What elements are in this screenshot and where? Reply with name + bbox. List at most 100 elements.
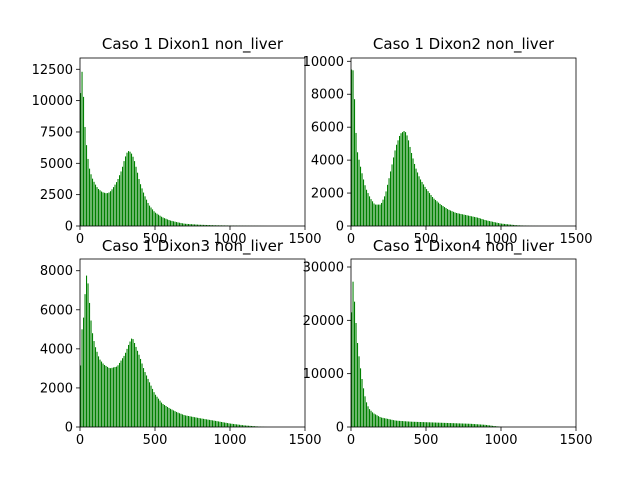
histogram-bar [393, 420, 395, 427]
histogram-bar [418, 176, 420, 226]
histogram-bar [102, 192, 104, 226]
histogram-bar [469, 423, 471, 427]
histogram-bar [459, 213, 461, 226]
histogram-bar [252, 426, 254, 427]
subplot-dixon2: Caso 1 Dixon2 non_liver 0 500 1000 1500 0 20… [303, 35, 593, 247]
histogram-bar [113, 187, 115, 226]
histogram-bar [153, 211, 155, 226]
histogram-bar [490, 221, 492, 226]
histogram-bar [364, 185, 366, 226]
histogram-bar [465, 214, 467, 226]
histogram-bar [93, 341, 95, 427]
histogram-bar [403, 131, 405, 226]
x-axis-ticks: 0 500 1000 1500 [76, 427, 322, 448]
histogram-bar [429, 193, 431, 226]
subplot-title: Caso 1 Dixon1 non_liver [102, 35, 284, 54]
histogram-bar [459, 423, 461, 427]
histogram-bar [474, 424, 476, 427]
histogram-bar [185, 223, 187, 226]
histogram-bar [406, 421, 408, 427]
histogram-bar [423, 184, 425, 226]
histogram-bar [95, 184, 97, 226]
histogram-bar [182, 414, 184, 427]
histogram-bar [180, 222, 182, 226]
histogram-bar [354, 99, 356, 226]
histogram-bar [206, 224, 208, 226]
histogram-bar [104, 192, 106, 226]
histogram-bar [399, 135, 401, 226]
x-tick-label: 1500 [559, 433, 592, 448]
histogram-bar [508, 224, 510, 226]
histogram-bar [129, 341, 131, 427]
histogram-bar [170, 408, 172, 427]
histogram-bar [427, 191, 429, 226]
histogram-bar [191, 416, 193, 427]
histogram-bar [116, 182, 118, 226]
histogram-bar [126, 348, 128, 427]
histogram-bar [147, 203, 149, 226]
y-axis-ticks: 0 2500 5000 7500 10000 12500 [32, 63, 80, 235]
histogram-bar [394, 420, 396, 427]
histogram-bar [366, 402, 368, 427]
histogram-bar [146, 199, 148, 226]
histogram-bar [209, 225, 211, 226]
histogram-bar [215, 420, 217, 427]
histogram-bar [478, 218, 480, 226]
histogram-bar [463, 214, 465, 226]
histogram-bar [164, 405, 166, 427]
x-tick-label: 0 [347, 232, 355, 247]
histogram-bar [114, 184, 116, 226]
histogram-bar [357, 152, 359, 226]
histogram-bar [418, 421, 420, 427]
histogram-bar [234, 424, 236, 427]
histogram-bar [111, 367, 113, 427]
histogram-bar [421, 422, 423, 427]
histogram-bar [135, 166, 137, 226]
histogram-bar [192, 416, 194, 427]
histogram-bar [481, 219, 483, 226]
histogram-bar [155, 212, 157, 226]
histogram-bar [168, 407, 170, 427]
histogram-bar [87, 158, 89, 226]
histogram-bar [430, 195, 432, 226]
histogram-bar [140, 184, 142, 226]
histogram-bar [448, 209, 450, 226]
histogram-bar [167, 406, 169, 427]
histogram-bar [173, 410, 175, 427]
histogram-bar [396, 144, 398, 226]
histogram-bar [227, 423, 229, 427]
x-tick-label: 1500 [559, 232, 592, 247]
histogram-bar [120, 171, 122, 226]
histogram-bar [165, 218, 167, 226]
histogram-bar [436, 422, 438, 427]
histogram-bar [132, 156, 134, 226]
histogram-bar [146, 375, 148, 427]
x-tick-label: 500 [143, 232, 168, 247]
histogram-bar [245, 425, 247, 427]
histogram-bar [375, 204, 377, 226]
histogram-bar [203, 418, 205, 427]
histogram-bar [228, 423, 230, 427]
histogram-bar [354, 301, 356, 427]
histogram-bar [156, 213, 158, 226]
histogram-bar [248, 425, 250, 427]
histogram-bar [411, 152, 413, 226]
histogram-bar [195, 417, 197, 427]
histogram-bar [462, 423, 464, 427]
histogram-bar [391, 419, 393, 427]
histogram-bar [207, 225, 209, 226]
histogram-bar [231, 423, 233, 427]
histogram-bar [125, 352, 127, 427]
histogram-bar [391, 164, 393, 226]
histogram-bar [179, 222, 181, 226]
histogram-bar [490, 425, 492, 427]
histogram-bar [156, 396, 158, 427]
x-tick-label: 500 [143, 433, 168, 448]
histogram-bar [135, 346, 137, 427]
histogram-bar [173, 221, 175, 226]
histogram-bar [116, 366, 118, 427]
histogram-bar [376, 415, 378, 427]
histogram-bar [203, 224, 205, 226]
histogram-bar [152, 209, 154, 226]
histogram-bars [80, 275, 268, 427]
